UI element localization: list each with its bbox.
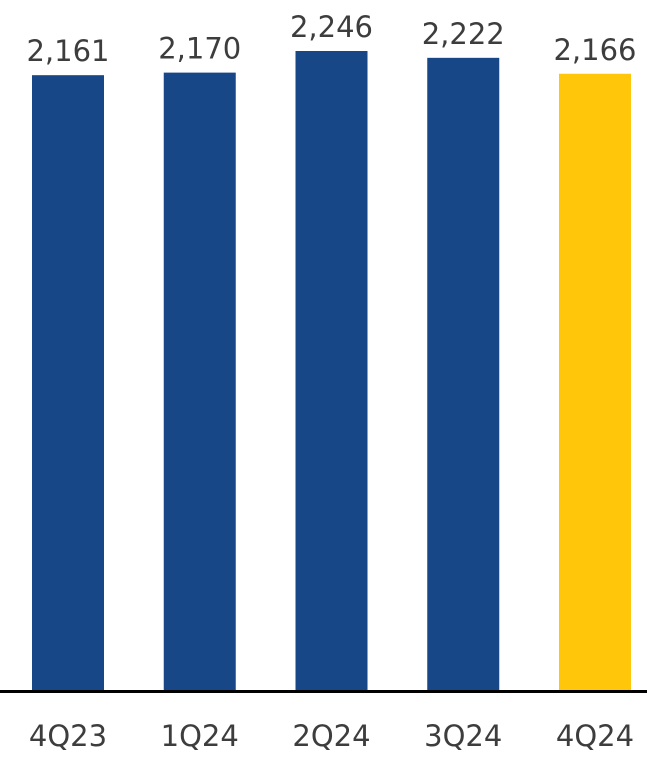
- x-tick-label-1q24: 1Q24: [161, 719, 239, 753]
- bar-4q23: [32, 75, 104, 691]
- bar-3q24: [427, 57, 500, 690]
- value-label-4q23: 2,161: [26, 34, 109, 68]
- value-label-1q24: 2,170: [158, 32, 241, 66]
- bar-2q24: [295, 51, 368, 690]
- value-label-2q24: 2,246: [290, 10, 373, 44]
- x-tick-label-2q24: 2Q24: [292, 719, 370, 753]
- value-labels-group: 2,161 2,170 2,246 2,222 2,166: [26, 10, 636, 68]
- bars-group: [32, 51, 631, 691]
- value-label-3q24: 2,222: [422, 17, 505, 51]
- value-label-4q24: 2,166: [553, 33, 636, 67]
- x-tick-label-4q23: 4Q23: [29, 719, 107, 753]
- bar-1q24: [163, 72, 236, 691]
- x-tick-label-3q24: 3Q24: [424, 719, 502, 753]
- x-tick-labels-group: 4Q23 1Q24 2Q24 3Q24 4Q24: [29, 719, 634, 753]
- bar-4q24: [559, 73, 631, 690]
- x-tick-label-4q24: 4Q24: [556, 719, 634, 753]
